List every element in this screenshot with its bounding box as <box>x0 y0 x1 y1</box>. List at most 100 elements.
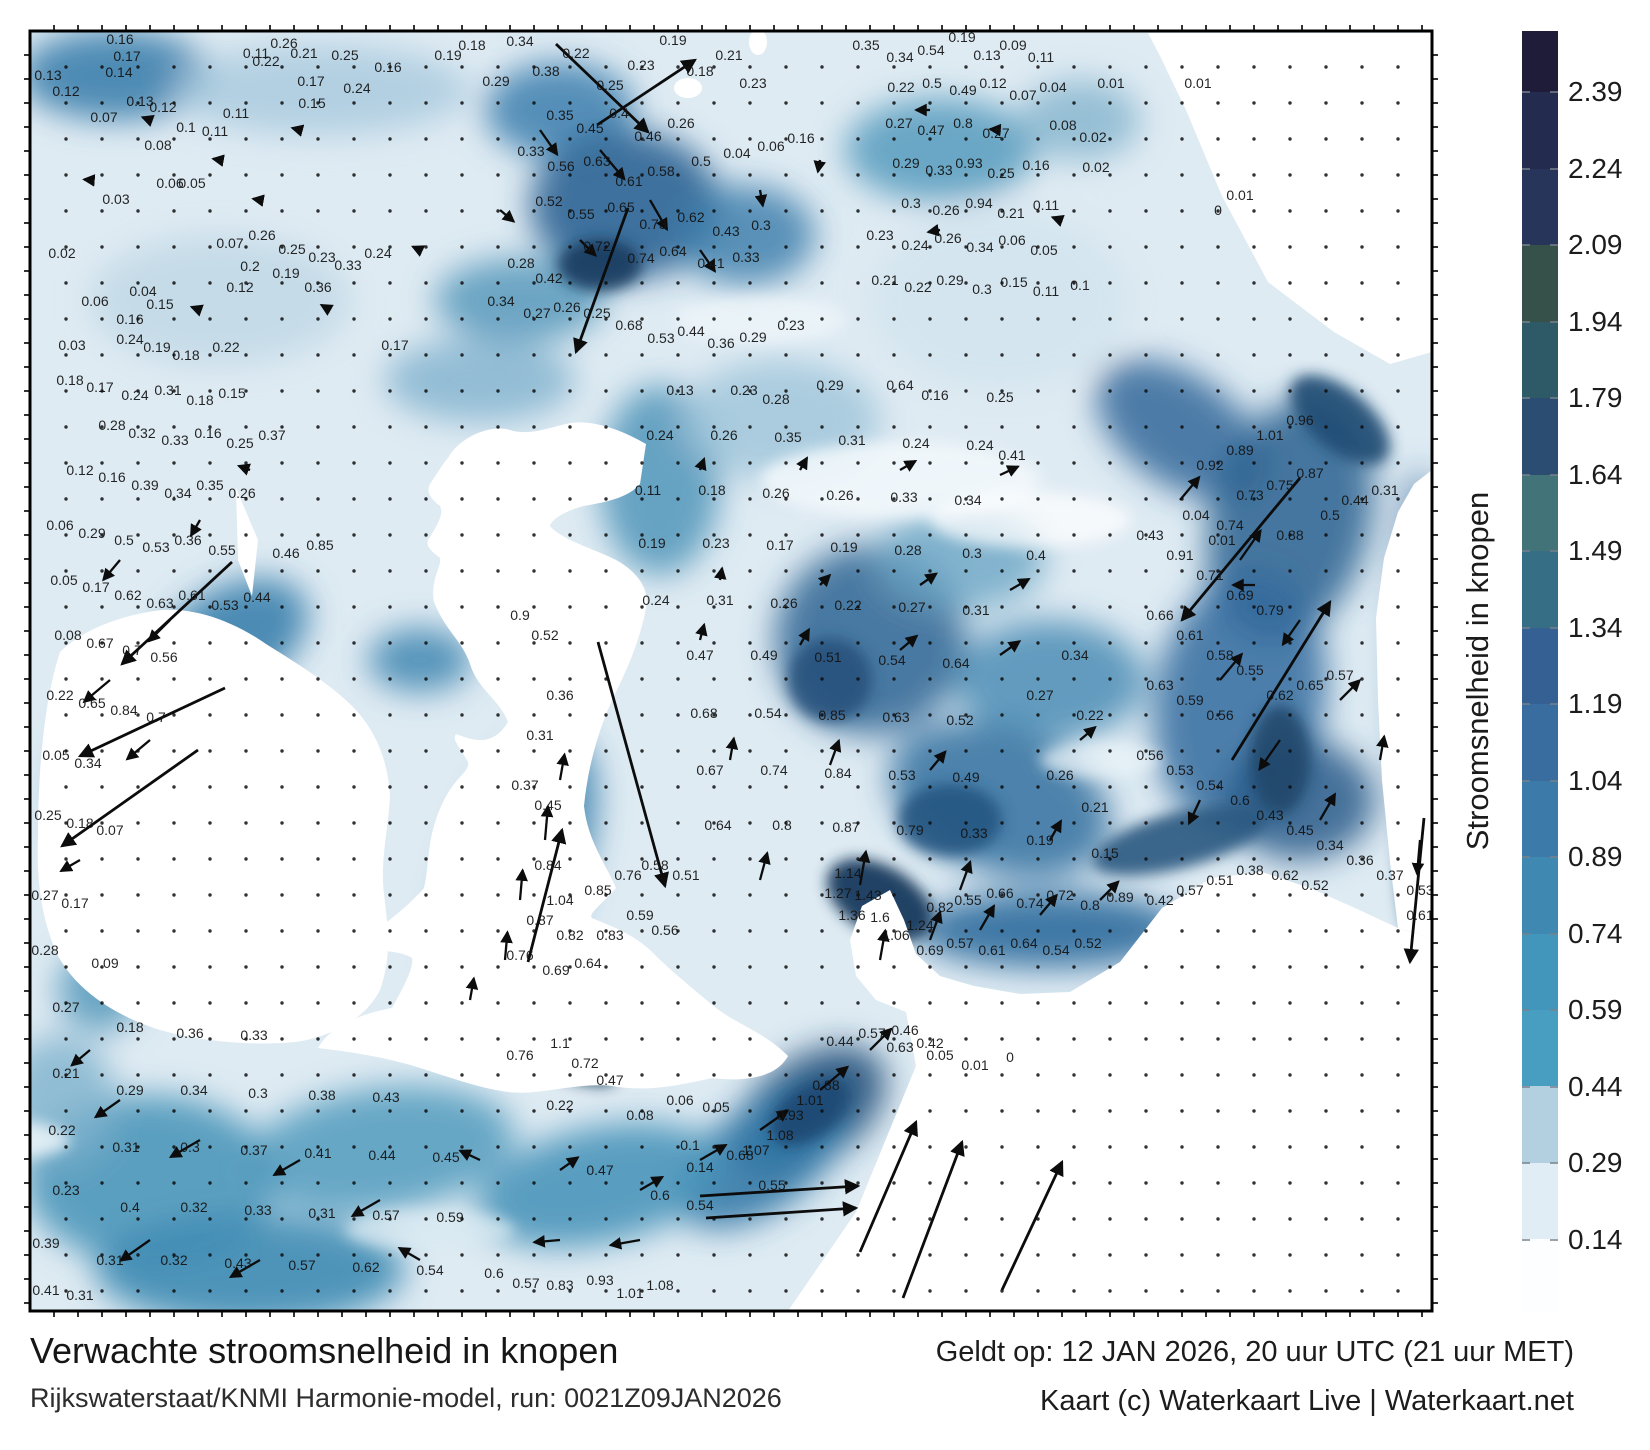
svg-text:0.73: 0.73 <box>639 216 666 232</box>
svg-text:0.24: 0.24 <box>646 427 673 443</box>
svg-text:0.26: 0.26 <box>770 595 797 611</box>
svg-text:0.53: 0.53 <box>888 767 915 783</box>
svg-text:0.26: 0.26 <box>710 427 737 443</box>
svg-text:0.14: 0.14 <box>686 1159 713 1175</box>
svg-text:0.24: 0.24 <box>901 237 928 253</box>
svg-text:0.64: 0.64 <box>1010 935 1037 951</box>
svg-text:0.67: 0.67 <box>696 762 723 778</box>
svg-text:0.57: 0.57 <box>512 1275 539 1291</box>
svg-text:0.4: 0.4 <box>1026 547 1046 563</box>
svg-text:0.61: 0.61 <box>1406 907 1433 923</box>
svg-text:0.09: 0.09 <box>91 955 118 971</box>
svg-text:0.23: 0.23 <box>627 57 654 73</box>
svg-text:0.55: 0.55 <box>1236 662 1263 678</box>
svg-text:0.43: 0.43 <box>1256 807 1283 823</box>
svg-text:0.32: 0.32 <box>160 1252 187 1268</box>
svg-text:0.57: 0.57 <box>288 1257 315 1273</box>
svg-text:0.94: 0.94 <box>965 195 992 211</box>
svg-text:0.8: 0.8 <box>953 115 973 131</box>
svg-text:0.01: 0.01 <box>1208 532 1235 548</box>
svg-text:0.26: 0.26 <box>248 227 275 243</box>
svg-text:0.47: 0.47 <box>596 1072 623 1088</box>
svg-text:0.55: 0.55 <box>208 542 235 558</box>
colorbar-band <box>1522 1239 1558 1311</box>
svg-text:0.52: 0.52 <box>946 712 973 728</box>
land-ireland <box>37 609 391 1044</box>
svg-text:0.51: 0.51 <box>814 649 841 665</box>
svg-text:0.34: 0.34 <box>1061 647 1088 663</box>
svg-text:0.22: 0.22 <box>1076 707 1103 723</box>
svg-text:0.22: 0.22 <box>252 53 279 69</box>
svg-text:0.38: 0.38 <box>1236 862 1263 878</box>
svg-text:0.24: 0.24 <box>966 437 993 453</box>
svg-text:0.52: 0.52 <box>535 193 562 209</box>
svg-text:0.28: 0.28 <box>98 417 125 433</box>
svg-text:0.89: 0.89 <box>1106 889 1133 905</box>
svg-text:0.1: 0.1 <box>176 119 196 135</box>
svg-text:0.49: 0.49 <box>952 769 979 785</box>
svg-text:0.36: 0.36 <box>546 687 573 703</box>
colorbar-band <box>1522 627 1558 705</box>
svg-text:0.38: 0.38 <box>532 63 559 79</box>
svg-text:0.28: 0.28 <box>894 542 921 558</box>
svg-text:0.15: 0.15 <box>1000 274 1027 290</box>
svg-text:0.5: 0.5 <box>922 75 942 91</box>
svg-text:0.01: 0.01 <box>1097 75 1124 91</box>
svg-text:0.21: 0.21 <box>997 205 1024 221</box>
colorbar-band <box>1522 933 1558 1010</box>
svg-text:0.72: 0.72 <box>583 238 610 254</box>
svg-text:0.39: 0.39 <box>32 1235 59 1251</box>
svg-text:0.02: 0.02 <box>48 245 75 261</box>
svg-text:0.07: 0.07 <box>216 235 243 251</box>
svg-text:0.73: 0.73 <box>1236 487 1263 503</box>
svg-text:0.53: 0.53 <box>1406 882 1433 898</box>
colorbar-band <box>1522 321 1558 399</box>
svg-text:0.24: 0.24 <box>642 592 669 608</box>
svg-text:0.35: 0.35 <box>196 477 223 493</box>
svg-text:0.74: 0.74 <box>1216 517 1243 533</box>
svg-text:1.06: 1.06 <box>882 927 909 943</box>
svg-text:0.03: 0.03 <box>58 337 85 353</box>
svg-text:0.58: 0.58 <box>1206 647 1233 663</box>
svg-text:1.24: 1.24 <box>906 917 933 933</box>
svg-text:0.59: 0.59 <box>436 1209 463 1225</box>
svg-text:0.29: 0.29 <box>936 272 963 288</box>
svg-text:0.08: 0.08 <box>144 137 171 153</box>
svg-text:0.24: 0.24 <box>364 245 391 261</box>
svg-text:0.53: 0.53 <box>211 597 238 613</box>
map-title: Verwachte stroomsnelheid in knopen <box>30 1330 619 1371</box>
svg-text:0.22: 0.22 <box>212 339 239 355</box>
svg-text:0.85: 0.85 <box>306 537 333 553</box>
svg-text:0.66: 0.66 <box>986 885 1013 901</box>
svg-text:0.08: 0.08 <box>54 627 81 643</box>
svg-text:0.34: 0.34 <box>164 485 191 501</box>
svg-text:1.07: 1.07 <box>742 1142 769 1158</box>
svg-text:0.64: 0.64 <box>659 243 686 259</box>
svg-text:0.47: 0.47 <box>586 1162 613 1178</box>
svg-text:0.67: 0.67 <box>86 635 113 651</box>
svg-text:0.29: 0.29 <box>482 73 509 89</box>
svg-text:0.49: 0.49 <box>750 647 777 663</box>
svg-text:0.15: 0.15 <box>218 385 245 401</box>
svg-text:0.17: 0.17 <box>113 48 140 64</box>
svg-text:0.69: 0.69 <box>916 942 943 958</box>
svg-text:0.6: 0.6 <box>484 1265 504 1281</box>
svg-text:0.31: 0.31 <box>154 382 181 398</box>
colorbar-band <box>1522 474 1558 552</box>
svg-text:0.13: 0.13 <box>34 67 61 83</box>
svg-text:0.58: 0.58 <box>647 163 674 179</box>
svg-text:0.62: 0.62 <box>1266 687 1293 703</box>
svg-text:0.47: 0.47 <box>917 122 944 138</box>
svg-text:0.01: 0.01 <box>1184 75 1211 91</box>
svg-text:0.24: 0.24 <box>343 80 370 96</box>
svg-text:0.41: 0.41 <box>32 1282 59 1298</box>
svg-text:0.61: 0.61 <box>1176 627 1203 643</box>
map-frame-ticks <box>24 25 1438 1317</box>
svg-text:0.96: 0.96 <box>1286 412 1313 428</box>
svg-text:0.53: 0.53 <box>142 539 169 555</box>
svg-text:0.26: 0.26 <box>934 230 961 246</box>
svg-text:0.25: 0.25 <box>34 807 61 823</box>
colorbar-band <box>1522 780 1558 858</box>
svg-text:0.34: 0.34 <box>886 49 913 65</box>
